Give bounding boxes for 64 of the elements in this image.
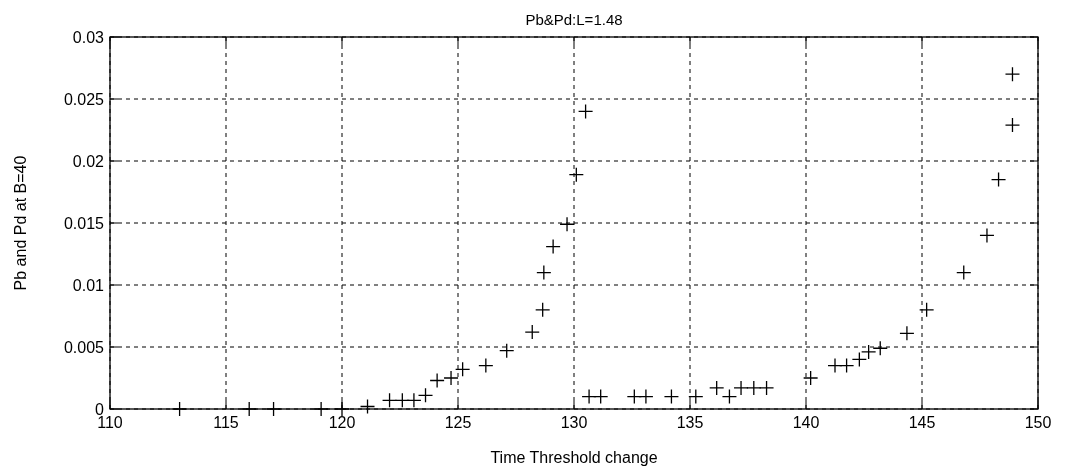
point — [979, 227, 995, 244]
point — [381, 392, 398, 408]
point — [265, 401, 282, 417]
y-tick-label: 0.025 — [63, 90, 105, 108]
y-tick-label: 0.005 — [63, 338, 105, 356]
point — [721, 388, 738, 405]
x-tick-label: 110 — [97, 414, 123, 431]
point — [663, 388, 680, 405]
y-axis-title: Pb and Pd at B=40 — [12, 155, 29, 291]
point — [860, 344, 877, 360]
x-axis-title: Time Threshold change — [490, 449, 658, 466]
y-tick-label: 0.02 — [72, 152, 105, 170]
point — [536, 264, 552, 281]
point — [313, 401, 329, 417]
chart-title: Pb&Pd:L=1.48 — [525, 11, 623, 28]
point — [956, 264, 972, 281]
point — [334, 401, 350, 417]
point — [545, 238, 561, 255]
x-tick-label: 150 — [1024, 414, 1052, 431]
point — [733, 380, 749, 396]
y-tick-label: 0.03 — [72, 28, 105, 46]
x-tick-label: 145 — [908, 414, 936, 431]
point — [746, 380, 762, 396]
point — [593, 388, 609, 405]
point — [758, 380, 775, 396]
x-tick-label: 140 — [792, 414, 820, 431]
x-tick-label: 135 — [676, 414, 704, 431]
point — [899, 325, 915, 342]
point — [406, 392, 422, 408]
point — [394, 392, 410, 408]
point — [802, 370, 819, 386]
point — [359, 398, 376, 415]
point — [524, 324, 540, 340]
point — [241, 401, 257, 417]
point — [709, 380, 725, 396]
point — [1004, 117, 1021, 133]
point — [872, 340, 888, 356]
point — [443, 370, 459, 386]
x-tick-label: 120 — [328, 414, 356, 431]
point — [499, 343, 515, 359]
point — [827, 357, 843, 374]
point — [918, 302, 935, 318]
point — [478, 357, 494, 374]
x-tick-label: 125 — [444, 414, 472, 431]
x-tick-label: 130 — [560, 414, 588, 431]
point — [638, 388, 654, 405]
point — [568, 166, 584, 183]
point — [429, 372, 445, 389]
point — [990, 171, 1007, 188]
point — [851, 351, 868, 368]
point — [535, 302, 551, 318]
point — [577, 103, 594, 120]
y-tick-label: 0.015 — [63, 214, 105, 232]
point — [1004, 66, 1021, 82]
point — [417, 387, 434, 404]
x-tick-label: 115 — [213, 414, 239, 431]
point — [626, 388, 642, 405]
point — [581, 388, 597, 405]
point — [688, 388, 704, 405]
point — [559, 216, 575, 232]
point — [454, 361, 471, 377]
point — [838, 357, 855, 374]
y-tick-label: 0.01 — [72, 276, 105, 294]
point — [171, 401, 188, 417]
